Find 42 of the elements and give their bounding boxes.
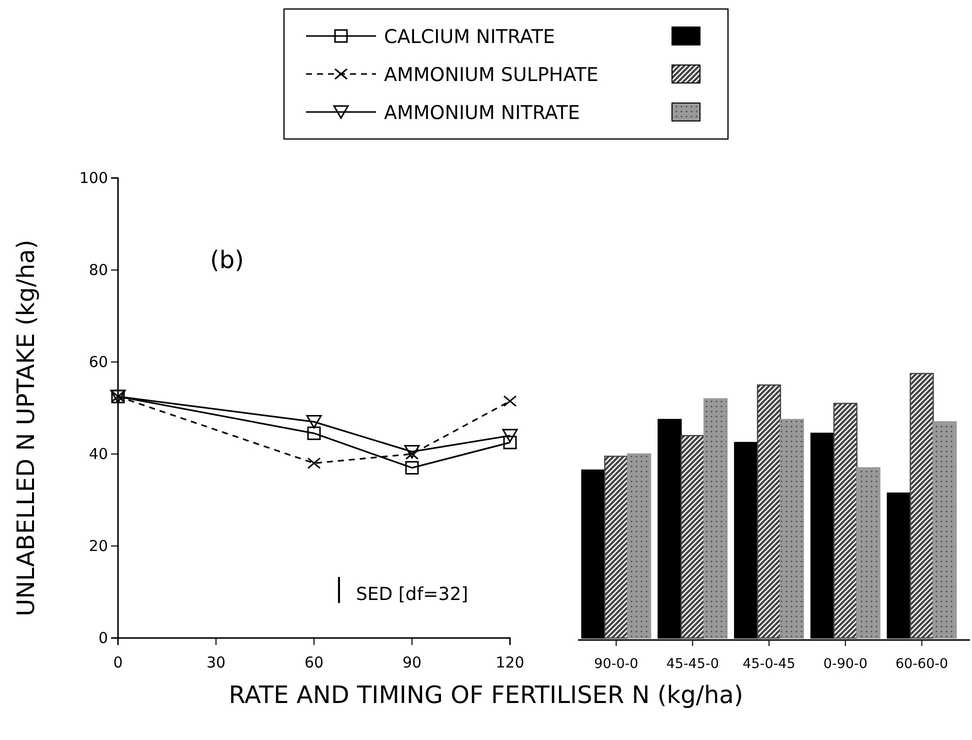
annotation: SED [df=32]	[356, 584, 468, 605]
point	[405, 461, 419, 475]
y-axis-title: UNLABELLED N UPTAKE (kg/ha)	[12, 240, 40, 616]
x-tick-label: 90-0-0	[594, 656, 638, 672]
y-tick-label: 80	[88, 260, 108, 279]
bar	[856, 467, 880, 639]
point	[503, 395, 517, 407]
point	[307, 457, 321, 469]
bar	[680, 435, 705, 639]
point	[306, 415, 322, 429]
legend-label: CALCIUM NITRATE	[384, 26, 556, 48]
x-tick-label: 60	[304, 654, 324, 672]
bar	[703, 398, 728, 639]
x-tick-label: 0	[113, 654, 123, 672]
y-tick-label: 60	[88, 352, 108, 371]
point	[503, 436, 517, 450]
x-tick-label: 30	[206, 654, 226, 672]
bar	[833, 402, 858, 639]
y-tick-label: 20	[88, 536, 108, 555]
x-tick-label: 90	[402, 654, 422, 672]
point	[404, 444, 420, 458]
x-tick-label: 45-45-0	[666, 656, 719, 672]
x-axis-title: RATE AND TIMING OF FERTILISER N (kg/ha)	[228, 681, 744, 709]
x-tick-label: 0-90-0	[823, 656, 868, 672]
bar	[780, 418, 804, 639]
bar	[756, 384, 782, 639]
y-tick-label: 0	[98, 628, 108, 647]
x-tick-label: 120	[496, 654, 524, 672]
y-tick-label: 40	[88, 444, 108, 463]
bar	[910, 372, 934, 639]
point	[502, 428, 518, 442]
bar	[604, 456, 628, 639]
point	[405, 448, 419, 460]
legend-label: AMMONIUM SULPHATE	[384, 64, 598, 86]
x-tick-label: 45-0-45	[742, 656, 796, 672]
legend-label: AMMONIUM NITRATE	[384, 102, 580, 124]
text: (b)	[210, 246, 244, 274]
bar	[932, 421, 957, 639]
y-tick-label: 100	[79, 168, 108, 187]
point	[307, 426, 321, 440]
bar	[627, 453, 652, 639]
x-tick-label: 60-60-0	[895, 656, 948, 672]
